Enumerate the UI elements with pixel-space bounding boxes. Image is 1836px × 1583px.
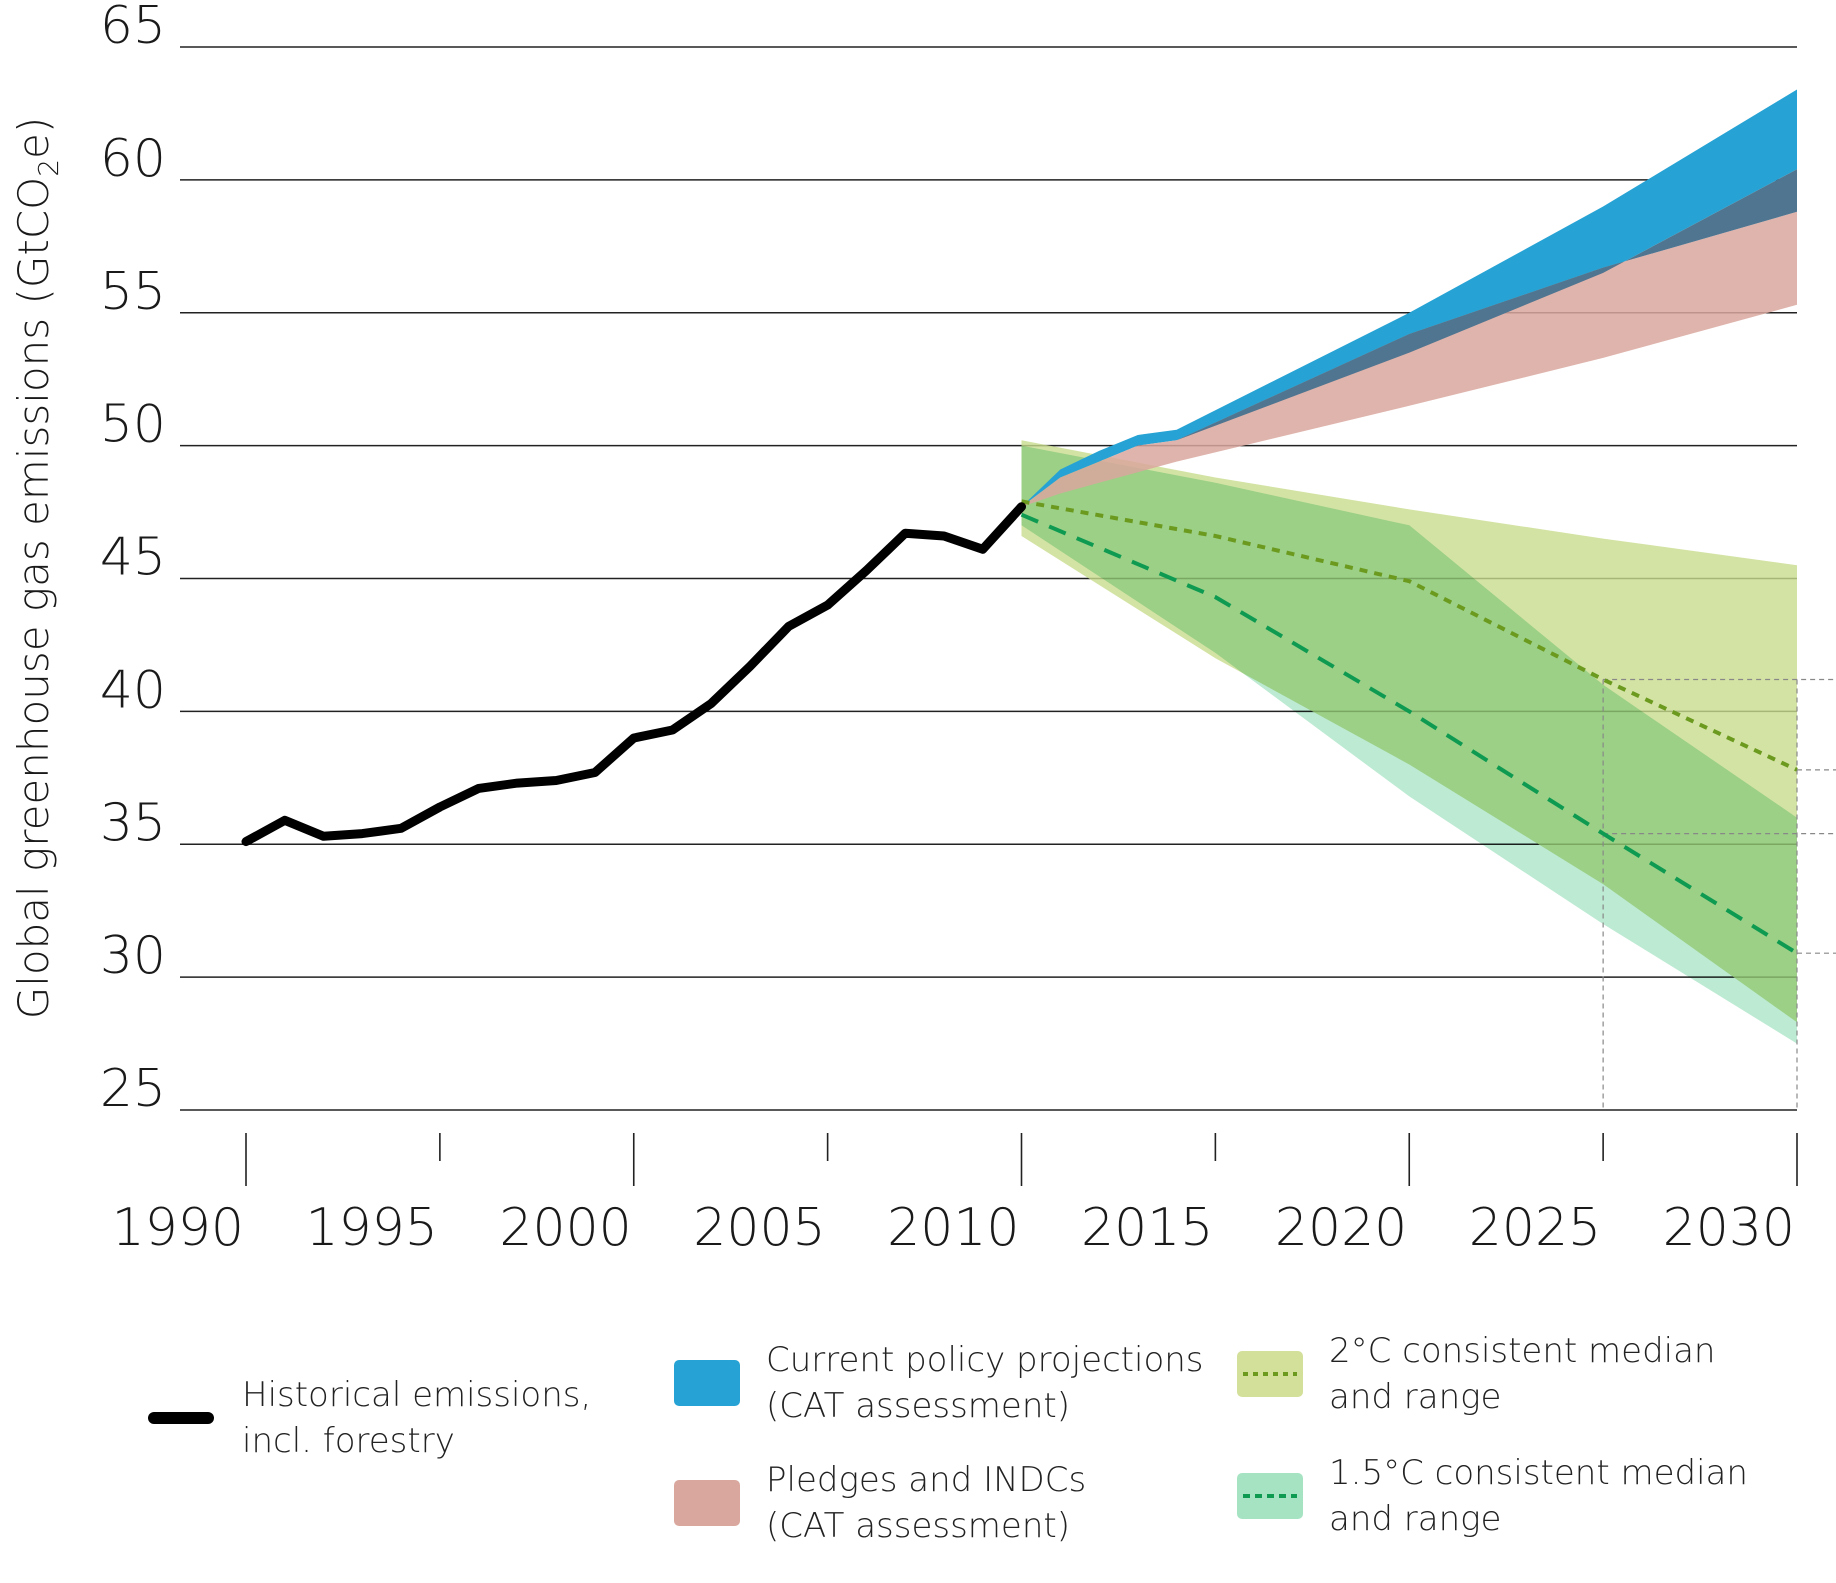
x-tick-label-2015: 2015	[1081, 1198, 1213, 1258]
one-five-degree-median-line	[1020, 512, 1799, 955]
x-tick-label-2005: 2005	[693, 1198, 825, 1258]
x-tick-label-2025: 2025	[1469, 1198, 1601, 1258]
y-axis-label-subscript: 2	[32, 159, 65, 177]
y-tick-label-30: 30	[100, 926, 166, 986]
x-tick-label-2000: 2000	[499, 1198, 631, 1258]
x-tick-label-2020: 2020	[1275, 1198, 1407, 1258]
y-axis-label-end: e)	[9, 117, 58, 159]
y-tick-label-40: 40	[100, 660, 166, 720]
y-tick-label-25: 25	[100, 1059, 166, 1119]
two-degree-median-line	[1021, 499, 1798, 772]
x-tick-label-2030: 2030	[1663, 1198, 1795, 1258]
x-tick-label-2010: 2010	[887, 1198, 1019, 1258]
x-tick-label-1995: 1995	[306, 1198, 438, 1258]
policy-pledges-overlap-area	[1021, 169, 1797, 507]
y-tick-label-35: 35	[100, 793, 166, 853]
y-tick-label-45: 45	[100, 528, 166, 588]
one-five-degree-range-area	[1021, 445, 1797, 1044]
range-areas	[1021, 89, 1797, 1044]
pledges-area	[1021, 211, 1797, 507]
y-axis-label-main: Global greenhouse gas emissions (GtCO	[9, 177, 58, 1020]
y-axis-label: Global greenhouse gas emissions (GtCO2e)	[9, 117, 65, 1020]
y-tick-label-55: 55	[100, 262, 166, 322]
reference-lines	[1602, 678, 1836, 1110]
historical-emissions-line	[241, 502, 1026, 847]
y-tick-label-60: 60	[100, 129, 166, 189]
series-lines	[241, 499, 1799, 955]
gridlines	[180, 46, 1797, 1111]
x-tick-label-1990: 1990	[112, 1198, 244, 1258]
y-tick-label-65: 65	[100, 0, 166, 56]
y-tick-labels: 25 30 35 40 45 50 55 60 65	[100, 0, 166, 1119]
y-tick-label-50: 50	[100, 395, 166, 455]
x-tick-labels: 1990 1995 2000 2005 2010 2015 2020 2025 2030	[112, 1133, 1798, 1258]
